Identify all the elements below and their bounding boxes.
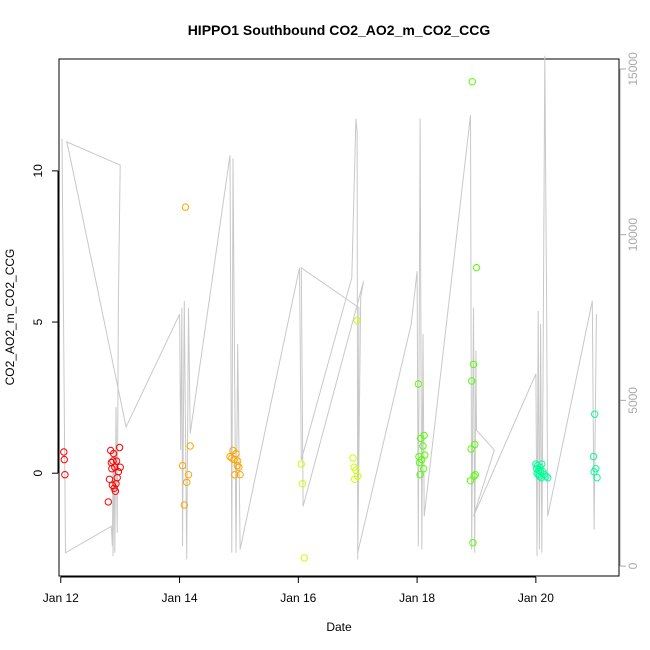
data-point <box>414 380 422 388</box>
y2-axis: 0 5000 10000 15000 <box>619 52 640 569</box>
data-point <box>354 472 362 480</box>
data-point <box>115 443 124 452</box>
data-point <box>111 487 120 495</box>
data-point <box>186 442 194 450</box>
data-point <box>297 460 305 468</box>
data-point <box>468 78 476 86</box>
data-point <box>471 440 479 449</box>
data-point <box>544 474 552 482</box>
y-tick-label: 0 <box>31 470 45 477</box>
data-point <box>104 498 113 506</box>
data-point <box>232 449 240 458</box>
data-point <box>420 431 428 440</box>
data-point <box>180 501 189 509</box>
data-point <box>109 449 118 458</box>
data-point <box>466 477 475 485</box>
x-axis-label: Date <box>326 620 352 634</box>
data-point <box>349 454 357 462</box>
data-point <box>183 478 191 486</box>
data-point <box>467 445 475 453</box>
data-point <box>236 471 244 479</box>
data-point <box>184 471 193 479</box>
data-point <box>419 442 427 450</box>
data-point <box>105 475 114 483</box>
data-point <box>116 463 124 471</box>
data-point <box>592 465 600 473</box>
x-tick-label: Jan 14 <box>162 591 198 605</box>
data-point <box>61 471 69 479</box>
data-point <box>472 263 481 272</box>
x-axis: Jan 12 Jan 14 Jan 16 Jan 18 Jan 20 <box>43 576 554 605</box>
chart-title: HIPPO1 Southbound CO2_AO2_m_CO2_CCG <box>188 22 491 38</box>
y-axis: 0 5 10 <box>31 164 59 477</box>
data-point <box>60 448 68 456</box>
y2-tick-label: 15000 <box>626 52 640 86</box>
data-point <box>593 474 601 482</box>
y2-tick-label: 5000 <box>626 387 640 414</box>
plot-frame <box>58 58 620 577</box>
y2-tick-label: 10000 <box>626 218 640 252</box>
data-point <box>542 472 550 480</box>
data-point <box>112 457 121 465</box>
x-tick-label: Jan 12 <box>43 591 79 605</box>
data-point <box>416 471 424 479</box>
secondary-line <box>61 55 597 560</box>
x-tick-label: Jan 16 <box>280 591 316 605</box>
data-point <box>471 471 479 479</box>
data-point <box>591 410 599 418</box>
secondary-line-layer <box>61 55 597 560</box>
y2-tick-label: 0 <box>626 562 640 569</box>
data-point <box>181 203 190 211</box>
x-tick-label: Jan 20 <box>518 591 554 605</box>
points-layer <box>60 78 601 562</box>
x-tick-label: Jan 18 <box>399 591 435 605</box>
data-point <box>353 316 361 325</box>
data-point <box>469 360 478 369</box>
data-point <box>419 465 428 473</box>
data-point <box>231 471 239 479</box>
y-tick-label: 5 <box>31 318 45 325</box>
data-point <box>235 463 243 471</box>
data-point <box>60 455 69 464</box>
y-tick-label: 10 <box>31 164 45 178</box>
data-point <box>469 539 477 547</box>
data-point <box>298 480 307 488</box>
data-point <box>538 460 546 468</box>
data-point <box>470 472 478 480</box>
data-point <box>468 377 476 385</box>
data-point <box>178 461 187 470</box>
y-axis-label: CO2_AO2_m_CO2_CCG <box>3 249 17 386</box>
data-point <box>114 468 123 476</box>
data-point <box>233 461 241 470</box>
data-point <box>421 451 429 459</box>
data-point <box>300 554 308 562</box>
data-point <box>589 452 598 461</box>
